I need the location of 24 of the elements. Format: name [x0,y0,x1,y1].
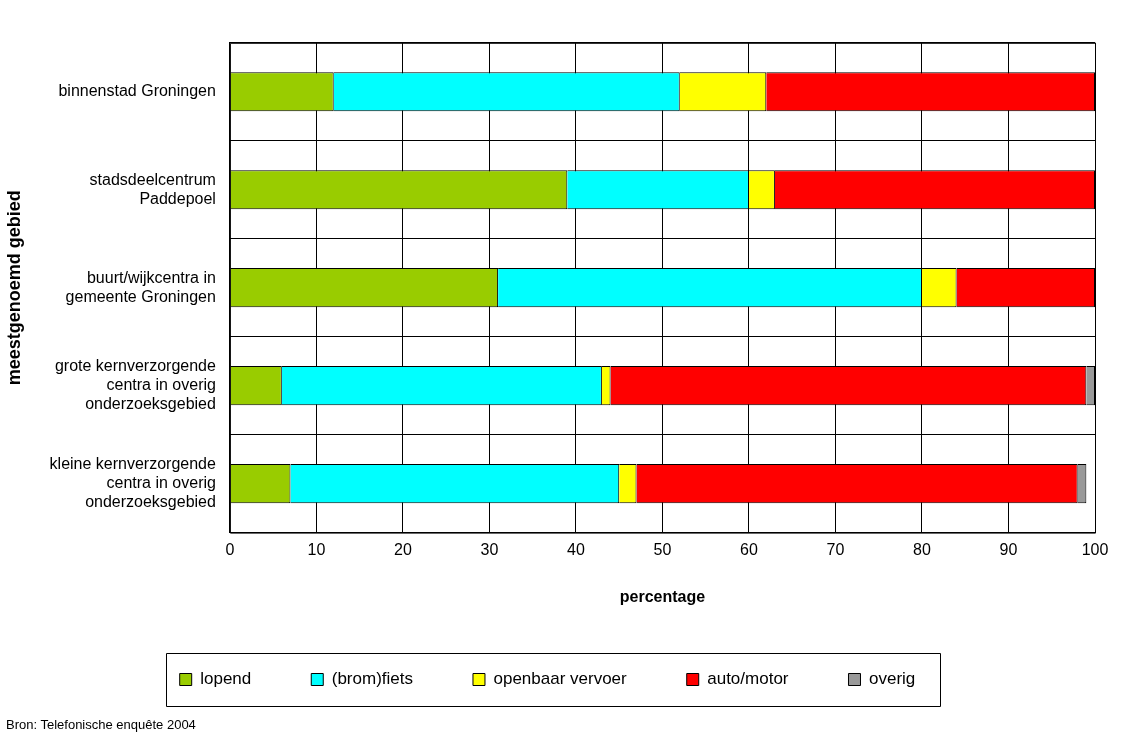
x-tick-label: 70 [826,540,845,558]
x-tick-label: 50 [653,540,672,558]
x-tick-label: 0 [225,540,235,558]
x-tick-label: 80 [913,540,931,558]
y-axis-title: meestgenoemd gebied [3,190,24,386]
legend-label: auto/motor [707,669,789,689]
legend-label: overig [869,669,916,689]
y-tick-label: stadsdeelcentrum Paddepoel [89,170,216,207]
legend-label: lopend [200,669,252,689]
x-axis-title: percentage [619,587,706,605]
legend-label: openbaar vervoer [493,669,628,689]
y-tick-label: binnenstad Groningen [58,82,216,100]
x-tick-label: 90 [999,540,1018,558]
x-tick-label: 100 [1081,540,1109,558]
x-tick-label: 60 [740,540,758,558]
legend-label: (brom)fiets [331,669,413,689]
text: Bron: Telefonische enquête 2004 [6,716,197,734]
x-tick-label: 30 [480,540,499,558]
x-tick-label: 40 [567,540,585,558]
y-tick-label: kleine kernverzorgende centra in overig onderzoeksgebied [49,454,217,511]
x-tick-label: 20 [394,540,412,558]
y-tick-label: buurt/wijkcentra in gemeente Groningen [65,268,216,305]
x-tick-label: 10 [307,540,326,558]
y-tick-label: grote kernverzorgende centra in overig onderzoeksgebied [54,356,217,413]
